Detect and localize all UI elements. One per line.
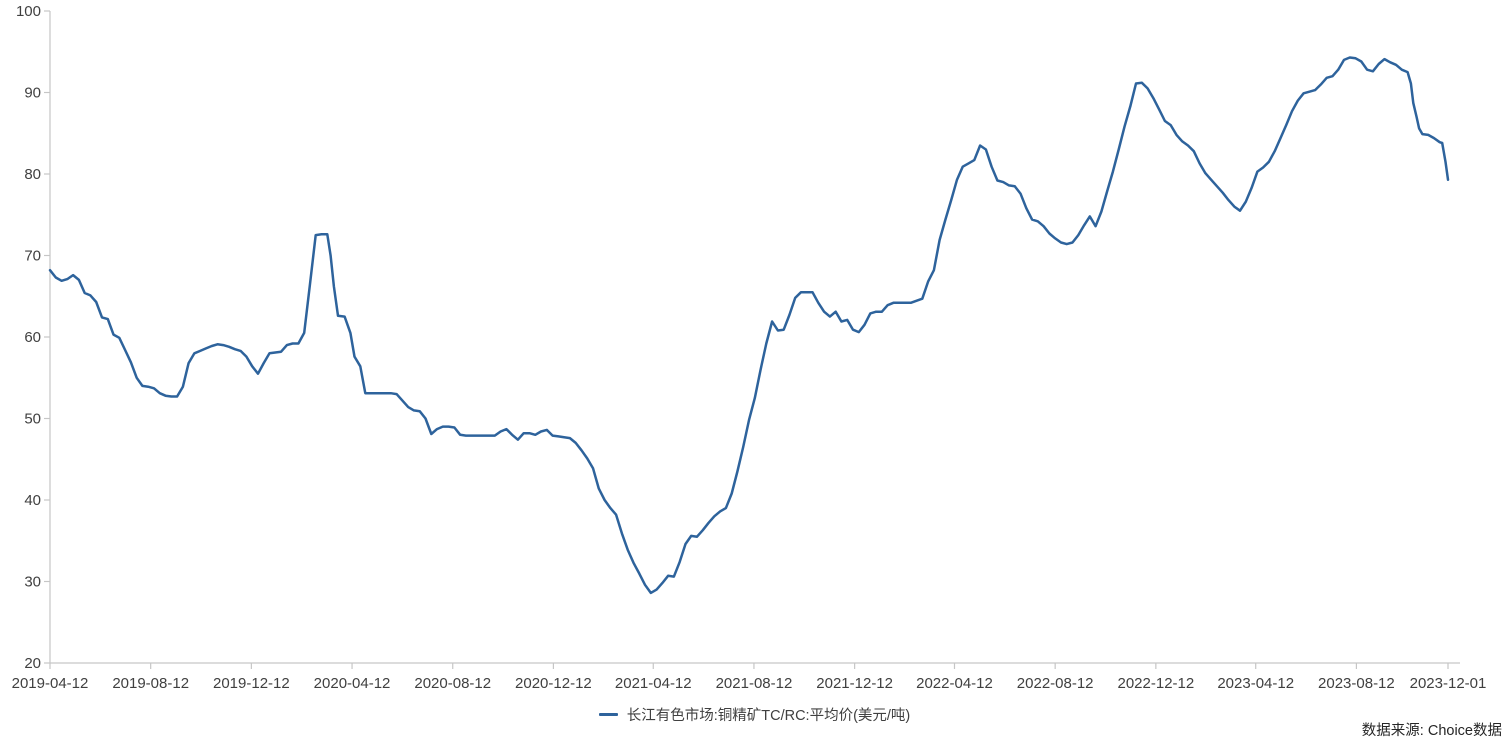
y-tick-label: 70 <box>24 248 41 265</box>
x-tick-label: 2019-12-12 <box>213 675 290 692</box>
legend-line-marker <box>598 713 618 716</box>
y-tick-label: 90 <box>24 85 41 102</box>
x-tick-label: 2020-04-12 <box>314 675 391 692</box>
data-source-note: 数据来源: Choice数据 <box>1361 723 1502 739</box>
x-tick-label: 2023-04-12 <box>1217 675 1294 692</box>
y-tick-label: 50 <box>24 411 41 428</box>
y-tick-label: 80 <box>24 166 41 183</box>
x-tick-label: 2021-12-12 <box>816 675 893 692</box>
x-tick-label: 2023-08-12 <box>1318 675 1395 692</box>
y-tick-label: 100 <box>16 3 41 20</box>
x-tick-label: 2020-12-12 <box>515 675 592 692</box>
y-tick-label: 30 <box>24 574 41 591</box>
x-tick-label: 2022-04-12 <box>916 675 993 692</box>
x-tick-label: 2022-08-12 <box>1017 675 1094 692</box>
x-tick-label: 2019-08-12 <box>112 675 189 692</box>
x-tick-label: 2020-08-12 <box>414 675 491 692</box>
x-tick-label: 2021-08-12 <box>716 675 793 692</box>
x-tick-label: 2023-12-01 <box>1410 675 1487 692</box>
y-tick-label: 40 <box>24 492 41 509</box>
x-tick-label: 2022-12-12 <box>1117 675 1194 692</box>
y-tick-label: 60 <box>24 329 41 346</box>
legend-label: 长江有色市场:铜精矿TC/RC:平均价(美元/吨) <box>626 708 911 724</box>
legend: 长江有色市场:铜精矿TC/RC:平均价(美元/吨) <box>0 704 1509 725</box>
y-tick-label: 20 <box>24 655 41 672</box>
price-line <box>48 56 1450 595</box>
x-tick-label: 2019-04-12 <box>12 675 89 692</box>
x-tick-label: 2021-04-12 <box>615 675 692 692</box>
